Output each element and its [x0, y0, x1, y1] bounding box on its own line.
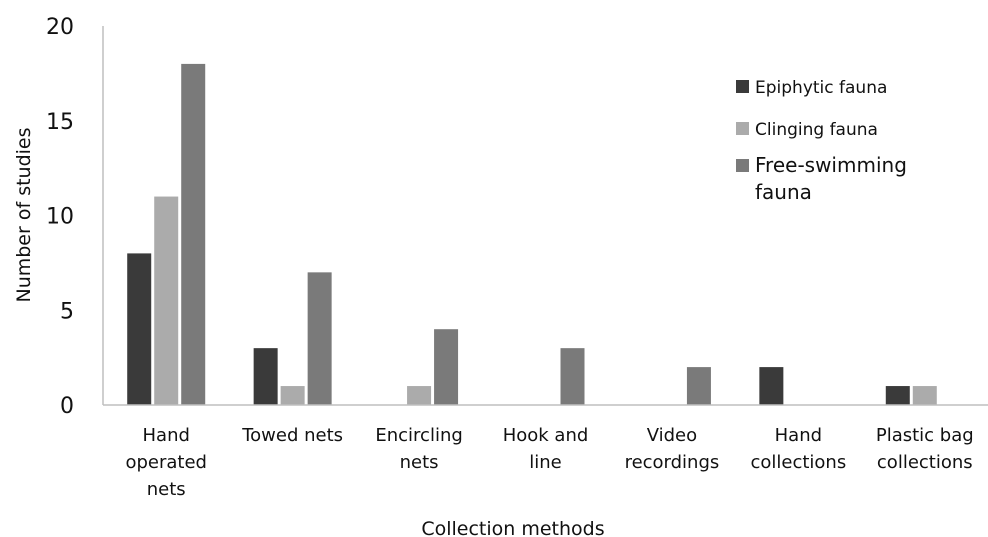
bar-s0-c1 — [253, 348, 278, 405]
x-tick-label: Hand operated nets — [125, 425, 207, 500]
legend: Epiphytic fauna Clinging fauna Free-swimmi… — [736, 78, 907, 204]
y-tick-label: 15 — [46, 110, 74, 135]
bar-s1-c0 — [154, 196, 179, 405]
x-tick-label: Encircling nets — [375, 425, 462, 473]
y-tick-label: 10 — [46, 205, 74, 230]
legend-label: Epiphytic fauna — [755, 78, 887, 98]
bars-group — [127, 63, 937, 406]
bar-s1-c1 — [280, 386, 305, 405]
bar-s2-c1 — [307, 272, 332, 405]
x-tick-labels: Hand operated nets Towed nets Encircling nets… — [125, 425, 973, 500]
bar-s1-c2 — [407, 386, 432, 405]
y-tick-label: 5 — [60, 299, 74, 324]
y-tick-labels: 0 5 10 15 20 — [46, 15, 74, 419]
y-tick-label: 0 — [60, 394, 74, 419]
x-tick-label: Plastic bag collections — [876, 425, 974, 473]
legend-swatch — [736, 159, 749, 172]
bar-s1-c6 — [912, 386, 937, 405]
x-tick-label: Towed nets — [241, 425, 343, 446]
x-tick-label: Video recordings — [625, 425, 720, 473]
bar-s2-c3 — [560, 348, 585, 405]
legend-label: Clinging fauna — [755, 120, 878, 140]
x-tick-label: Hook and line — [503, 425, 589, 473]
y-axis-title: Number of studies — [13, 127, 35, 302]
bar-s2-c2 — [434, 329, 459, 405]
bar-s0-c5 — [759, 367, 784, 405]
x-tick-label: Hand collections — [750, 425, 846, 473]
bar-s0-c0 — [127, 253, 152, 405]
legend-swatch — [736, 80, 749, 93]
bar-s0-c6 — [885, 386, 910, 405]
bar-s2-c0 — [181, 63, 206, 406]
y-tick-label: 20 — [46, 15, 74, 40]
x-axis-title: Collection methods — [421, 518, 604, 537]
bar-s2-c4 — [686, 367, 711, 405]
legend-swatch — [736, 122, 749, 135]
legend-label: Free-swimming fauna — [755, 153, 907, 204]
